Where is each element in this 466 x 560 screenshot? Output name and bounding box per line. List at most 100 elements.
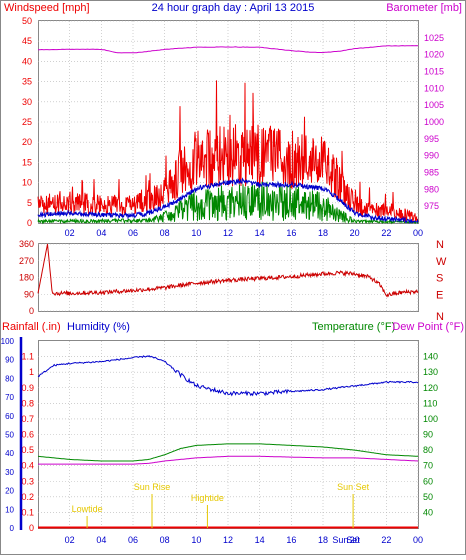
humidity-y-tick-label: 40 <box>5 449 14 458</box>
temperature-y-tick-label: 60 <box>423 476 433 486</box>
wind-y-tick-label: 25 <box>22 117 32 127</box>
barometer-y-tick-label: 1015 <box>424 67 444 77</box>
barometer-y-tick-label: 1005 <box>424 100 444 110</box>
barometer-axis-label: Barometer [mb] <box>386 2 462 14</box>
wind-y-tick-label: 40 <box>22 56 32 66</box>
wind-y-tick-label: 0 <box>27 218 32 228</box>
event-label: Lowtide <box>72 504 103 514</box>
x-tick-label-bottom: 02 <box>65 535 75 545</box>
rainfall-y-tick-label: 0.5 <box>21 445 34 455</box>
grid-lines <box>38 20 419 528</box>
barometer-line <box>37 45 419 54</box>
wind-y-tick-label: 30 <box>22 97 32 107</box>
dewpoint-axis-label: Dew Point (°F) <box>392 321 464 333</box>
humidity-y-tick-label: 100 <box>1 337 15 346</box>
wind-y-tick-label: 50 <box>22 16 32 26</box>
barometer-y-tick-label: 990 <box>424 151 439 161</box>
compass-label: N <box>436 311 444 323</box>
event-label: Sun Rise <box>134 482 171 492</box>
wind-y-tick-label: 20 <box>22 137 32 147</box>
humidity-y-tick-label: 30 <box>5 468 14 477</box>
barometer-y-tick-label: 975 <box>424 201 439 211</box>
windspeed-line <box>37 80 419 224</box>
wind-y-tick-label: 35 <box>22 77 32 87</box>
x-tick-label-bottom: 10 <box>191 535 201 545</box>
data-series <box>37 45 419 529</box>
temperature-y-tick-label: 140 <box>423 352 438 362</box>
wind-direction-line <box>37 243 419 298</box>
direction-y-tick-label: 270 <box>19 256 34 266</box>
x-tick-label-bottom: 20 <box>350 535 360 545</box>
x-tick-label-top: 04 <box>96 228 106 238</box>
chart-title: 24 hour graph day : April 13 2015 <box>152 2 315 14</box>
wind-y-tick-label: 15 <box>22 157 32 167</box>
axis-ticks: 0202040406060808101012121414161618182020… <box>1 16 447 545</box>
x-tick-label-top: 18 <box>318 228 328 238</box>
rainfall-axis-label: Rainfall (.in) <box>2 321 61 333</box>
temperature-y-tick-label: 80 <box>423 445 433 455</box>
barometer-y-tick-label: 1010 <box>424 83 444 93</box>
x-tick-label-top: 14 <box>255 228 265 238</box>
x-tick-label-top: 22 <box>381 228 391 238</box>
x-tick-label-bottom: 14 <box>255 535 265 545</box>
humidity-y-tick-label: 50 <box>5 431 14 440</box>
event-label: Sun Set <box>337 482 370 492</box>
temperature-y-tick-label: 40 <box>423 507 433 517</box>
barometer-y-tick-label: 985 <box>424 168 439 178</box>
x-tick-label-top: 20 <box>350 228 360 238</box>
barometer-y-tick-label: 1000 <box>424 117 444 127</box>
rainfall-y-tick-label: 1 <box>29 367 34 377</box>
direction-y-tick-label: 90 <box>24 289 34 299</box>
direction-y-tick-label: 180 <box>19 273 34 283</box>
temperature-y-tick-label: 130 <box>423 367 438 377</box>
x-tick-label-bottom: 04 <box>96 535 106 545</box>
rainfall-y-tick-label: 1.1 <box>21 352 34 362</box>
direction-y-tick-label: 360 <box>19 239 34 249</box>
compass-label: S <box>436 273 443 285</box>
humidity-y-tick-label: 80 <box>5 374 14 383</box>
wind-y-tick-label: 45 <box>22 36 32 46</box>
temperature-y-tick-label: 100 <box>423 414 438 424</box>
humidity-y-tick-label: 90 <box>5 356 14 365</box>
temperature-y-tick-label: 90 <box>423 430 433 440</box>
barometer-y-tick-label: 1025 <box>424 33 444 43</box>
temperature-y-tick-label: 110 <box>423 398 437 408</box>
x-tick-label-bottom: 22 <box>381 535 391 545</box>
rainfall-y-tick-label: 0.7 <box>21 414 34 424</box>
humidity-y-tick-label: 20 <box>5 487 14 496</box>
x-tick-label-bottom: 16 <box>286 535 296 545</box>
temperature-y-tick-label: 120 <box>423 383 438 393</box>
event-label: Hightide <box>191 493 224 503</box>
x-tick-label-bottom: 12 <box>223 535 233 545</box>
x-tick-label-top: 02 <box>65 228 75 238</box>
rainfall-y-tick-label: 0 <box>29 523 34 533</box>
x-tick-label-bottom: 08 <box>160 535 170 545</box>
x-tick-label-top: 08 <box>160 228 170 238</box>
x-tick-label-top: 16 <box>286 228 296 238</box>
humidity-line <box>37 354 419 397</box>
x-tick-label-top: 06 <box>128 228 138 238</box>
compass-label: N <box>436 239 444 251</box>
temperature-y-tick-label: 70 <box>423 461 433 471</box>
compass-label: W <box>436 256 447 268</box>
windspeed-axis-label: Windspeed [mph] <box>4 2 90 14</box>
bottom-event-label: Sun <box>332 535 348 545</box>
temperature-y-tick-label: 50 <box>423 492 433 502</box>
temperature-line <box>37 443 418 462</box>
rainfall-y-tick-label: 0.2 <box>21 492 34 502</box>
x-tick-label-bottom: 06 <box>128 535 138 545</box>
rainfall-y-tick-label: 0.6 <box>21 430 34 440</box>
humidity-y-tick-label: 70 <box>5 393 14 402</box>
barometer-y-tick-label: 1020 <box>424 50 444 60</box>
direction-y-tick-label: 0 <box>29 306 34 316</box>
barometer-y-tick-label: 980 <box>424 184 439 194</box>
x-tick-label-top: 12 <box>223 228 233 238</box>
wind-average-line <box>37 177 419 224</box>
humidity-y-tick-label: 0 <box>10 524 15 533</box>
temperature-axis-label: Temperature (°F) <box>312 321 395 333</box>
rainfall-y-tick-label: 0.9 <box>21 383 34 393</box>
rainfall-y-tick-label: 0.1 <box>21 507 34 517</box>
x-tick-label-bottom: 00 <box>413 535 423 545</box>
